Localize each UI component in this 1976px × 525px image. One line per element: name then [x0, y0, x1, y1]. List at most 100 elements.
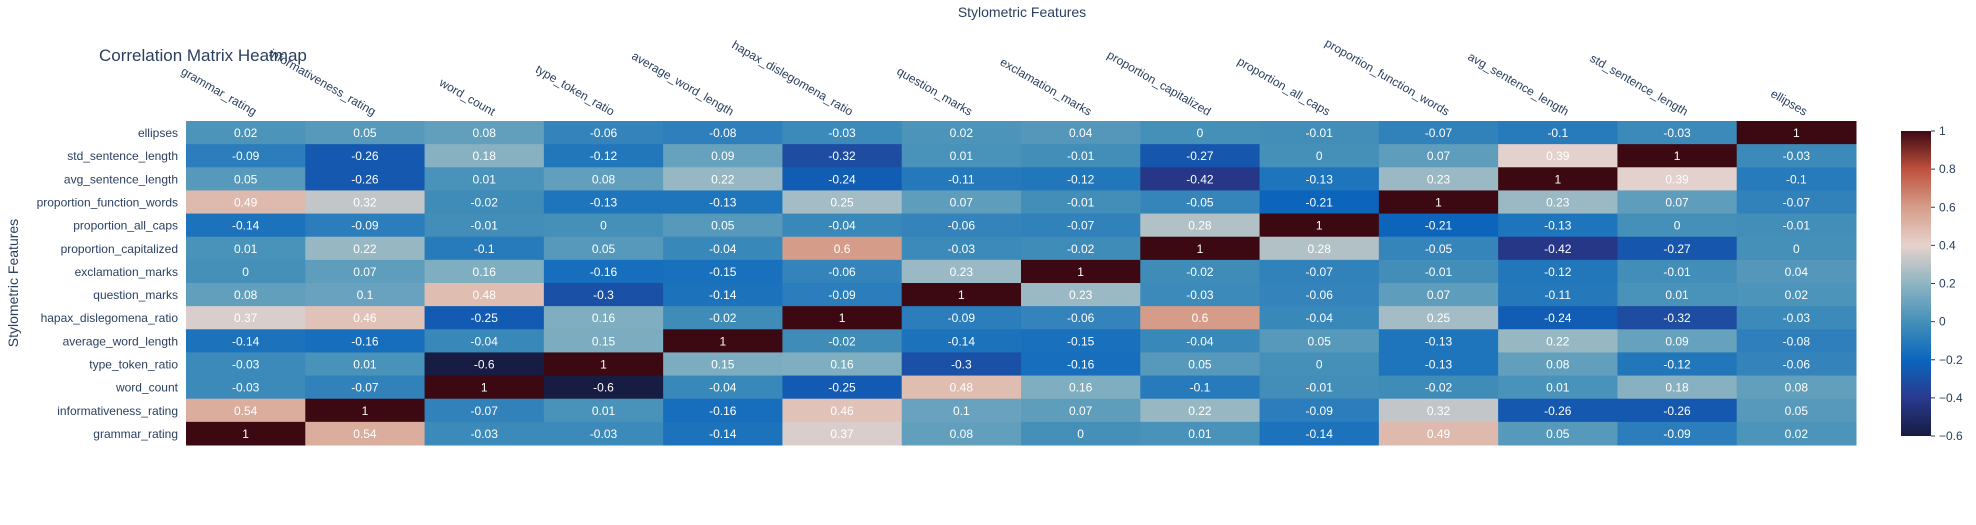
heatmap-cell-label: -0.03 [1783, 311, 1811, 325]
heatmap-cell [1021, 259, 1141, 284]
heatmap-cell [1736, 167, 1857, 191]
heatmap-cell-label: -0.26 [351, 149, 379, 163]
heatmap-cell-label: -0.14 [709, 427, 737, 441]
heatmap-cell-label: 1 [1554, 172, 1561, 186]
heatmap-cell-label: 0.16 [1069, 381, 1093, 395]
heatmap-cell-label: -0.09 [351, 219, 379, 233]
heatmap-cell [663, 398, 783, 423]
heatmap-cell-label: 0.25 [1427, 311, 1451, 325]
heatmap-cell [1140, 421, 1261, 446]
heatmap-cell [1617, 352, 1738, 377]
heatmap-cell [1259, 421, 1380, 446]
heatmap-cell [901, 167, 1022, 191]
x-tick-label: proportion_function_words [1323, 36, 1452, 119]
heatmap-cell [543, 144, 664, 168]
heatmap-cell [901, 398, 1022, 423]
heatmap-cell-label: 0.25 [830, 196, 854, 210]
heatmap-cell-label: -0.03 [590, 427, 618, 441]
heatmap-cell-label: -0.06 [1067, 311, 1095, 325]
heatmap-cell [1259, 398, 1380, 423]
heatmap-cell [1140, 144, 1261, 168]
heatmap-cell-label: -0.14 [1306, 427, 1334, 441]
heatmap-cell [424, 121, 545, 145]
heatmap-cell-label: 0.09 [711, 149, 735, 163]
colorbar-tick-label: −0.6 [1939, 429, 1963, 443]
heatmap-cell-label: -0.06 [948, 219, 976, 233]
heatmap-cell-label: -0.1 [1190, 381, 1211, 395]
heatmap-cell-label: -0.32 [1663, 311, 1691, 325]
heatmap-cell [1259, 259, 1380, 284]
heatmap-cell-label: -0.42 [1186, 172, 1214, 186]
heatmap-cell-label: -0.1 [1786, 172, 1807, 186]
heatmap-cell-label: 0.16 [592, 311, 616, 325]
heatmap-cell [424, 213, 545, 238]
heatmap-cell-label: 0 [242, 265, 249, 279]
heatmap-cell-label: -0.01 [1067, 196, 1095, 210]
heatmap-cell [782, 306, 903, 330]
heatmap-cell [424, 306, 545, 330]
heatmap-cell [1021, 236, 1141, 261]
heatmap-cell [543, 398, 664, 423]
heatmap-cell-label: 0.49 [234, 196, 258, 210]
y-tick-label: avg_sentence_length [64, 172, 178, 186]
heatmap-cell-label: 0.05 [1188, 358, 1212, 372]
x-tick-label: type_token_ratio [533, 62, 617, 119]
x-tick-label: average_word_length [629, 49, 736, 119]
y-tick-label: word_count [115, 381, 179, 395]
heatmap-cell-label: -0.07 [471, 404, 499, 418]
heatmap-cell-label: 0.08 [592, 172, 616, 186]
heatmap-cell [1259, 236, 1380, 261]
heatmap-cell [186, 283, 306, 307]
heatmap-cell [1021, 352, 1141, 377]
heatmap-cell-label: -0.16 [590, 265, 618, 279]
heatmap-cell-label: 1 [1197, 242, 1204, 256]
heatmap-cell-label: -0.21 [1306, 196, 1334, 210]
heatmap-cell-label: -0.02 [709, 311, 737, 325]
heatmap-cell [1021, 398, 1141, 423]
heatmap-cell-label: -0.06 [1783, 358, 1811, 372]
heatmap-cell [1617, 306, 1738, 330]
heatmap-cell [186, 398, 306, 423]
heatmap-cell [901, 213, 1022, 238]
heatmap-cell [1617, 121, 1738, 145]
heatmap-cell-label: -0.09 [1663, 427, 1691, 441]
heatmap-cell [901, 236, 1022, 261]
heatmap-cell-label: 0 [1674, 219, 1681, 233]
heatmap-cell [305, 352, 426, 377]
heatmap-cell [1259, 167, 1380, 191]
colorbar [1901, 131, 1931, 436]
heatmap-cell-label: -0.01 [1783, 219, 1811, 233]
heatmap-cell [186, 190, 306, 215]
heatmap-cell [1736, 398, 1857, 423]
heatmap-cell [1498, 121, 1618, 145]
heatmap-cell-label: -0.1 [1547, 126, 1568, 140]
heatmap-cell [1259, 283, 1380, 307]
heatmap-cell [305, 375, 426, 400]
heatmap-cell-label: -0.09 [1306, 404, 1334, 418]
heatmap-cell-label: -0.21 [1425, 219, 1453, 233]
heatmap-cell-label: -0.16 [709, 404, 737, 418]
heatmap-cell-label: 0.37 [830, 427, 854, 441]
heatmap-cell [901, 306, 1022, 330]
heatmap-cell-label: -0.25 [828, 381, 856, 395]
heatmap-cell [1378, 190, 1499, 215]
heatmap-cell [186, 329, 306, 353]
heatmap-cell-label: 0.01 [234, 242, 258, 256]
heatmap-cell [186, 121, 306, 145]
heatmap-cell [1021, 283, 1141, 307]
heatmap-cell [663, 236, 783, 261]
heatmap-cell-label: -0.42 [1544, 242, 1572, 256]
heatmap-cell [663, 329, 783, 353]
heatmap-cell-label: -0.04 [1186, 334, 1214, 348]
heatmap-cell [782, 213, 903, 238]
heatmap-cell-label: -0.24 [1544, 311, 1572, 325]
heatmap-cell [305, 121, 426, 145]
heatmap-cell-label: 0.05 [592, 242, 616, 256]
heatmap-cell [1140, 167, 1261, 191]
heatmap-cell [305, 190, 426, 215]
heatmap-cell [1140, 306, 1261, 330]
heatmap-cell-label: 0.07 [950, 196, 974, 210]
heatmap-cell [1736, 190, 1857, 215]
heatmap-cell-label: -0.14 [948, 334, 976, 348]
heatmap-cell [1378, 398, 1499, 423]
